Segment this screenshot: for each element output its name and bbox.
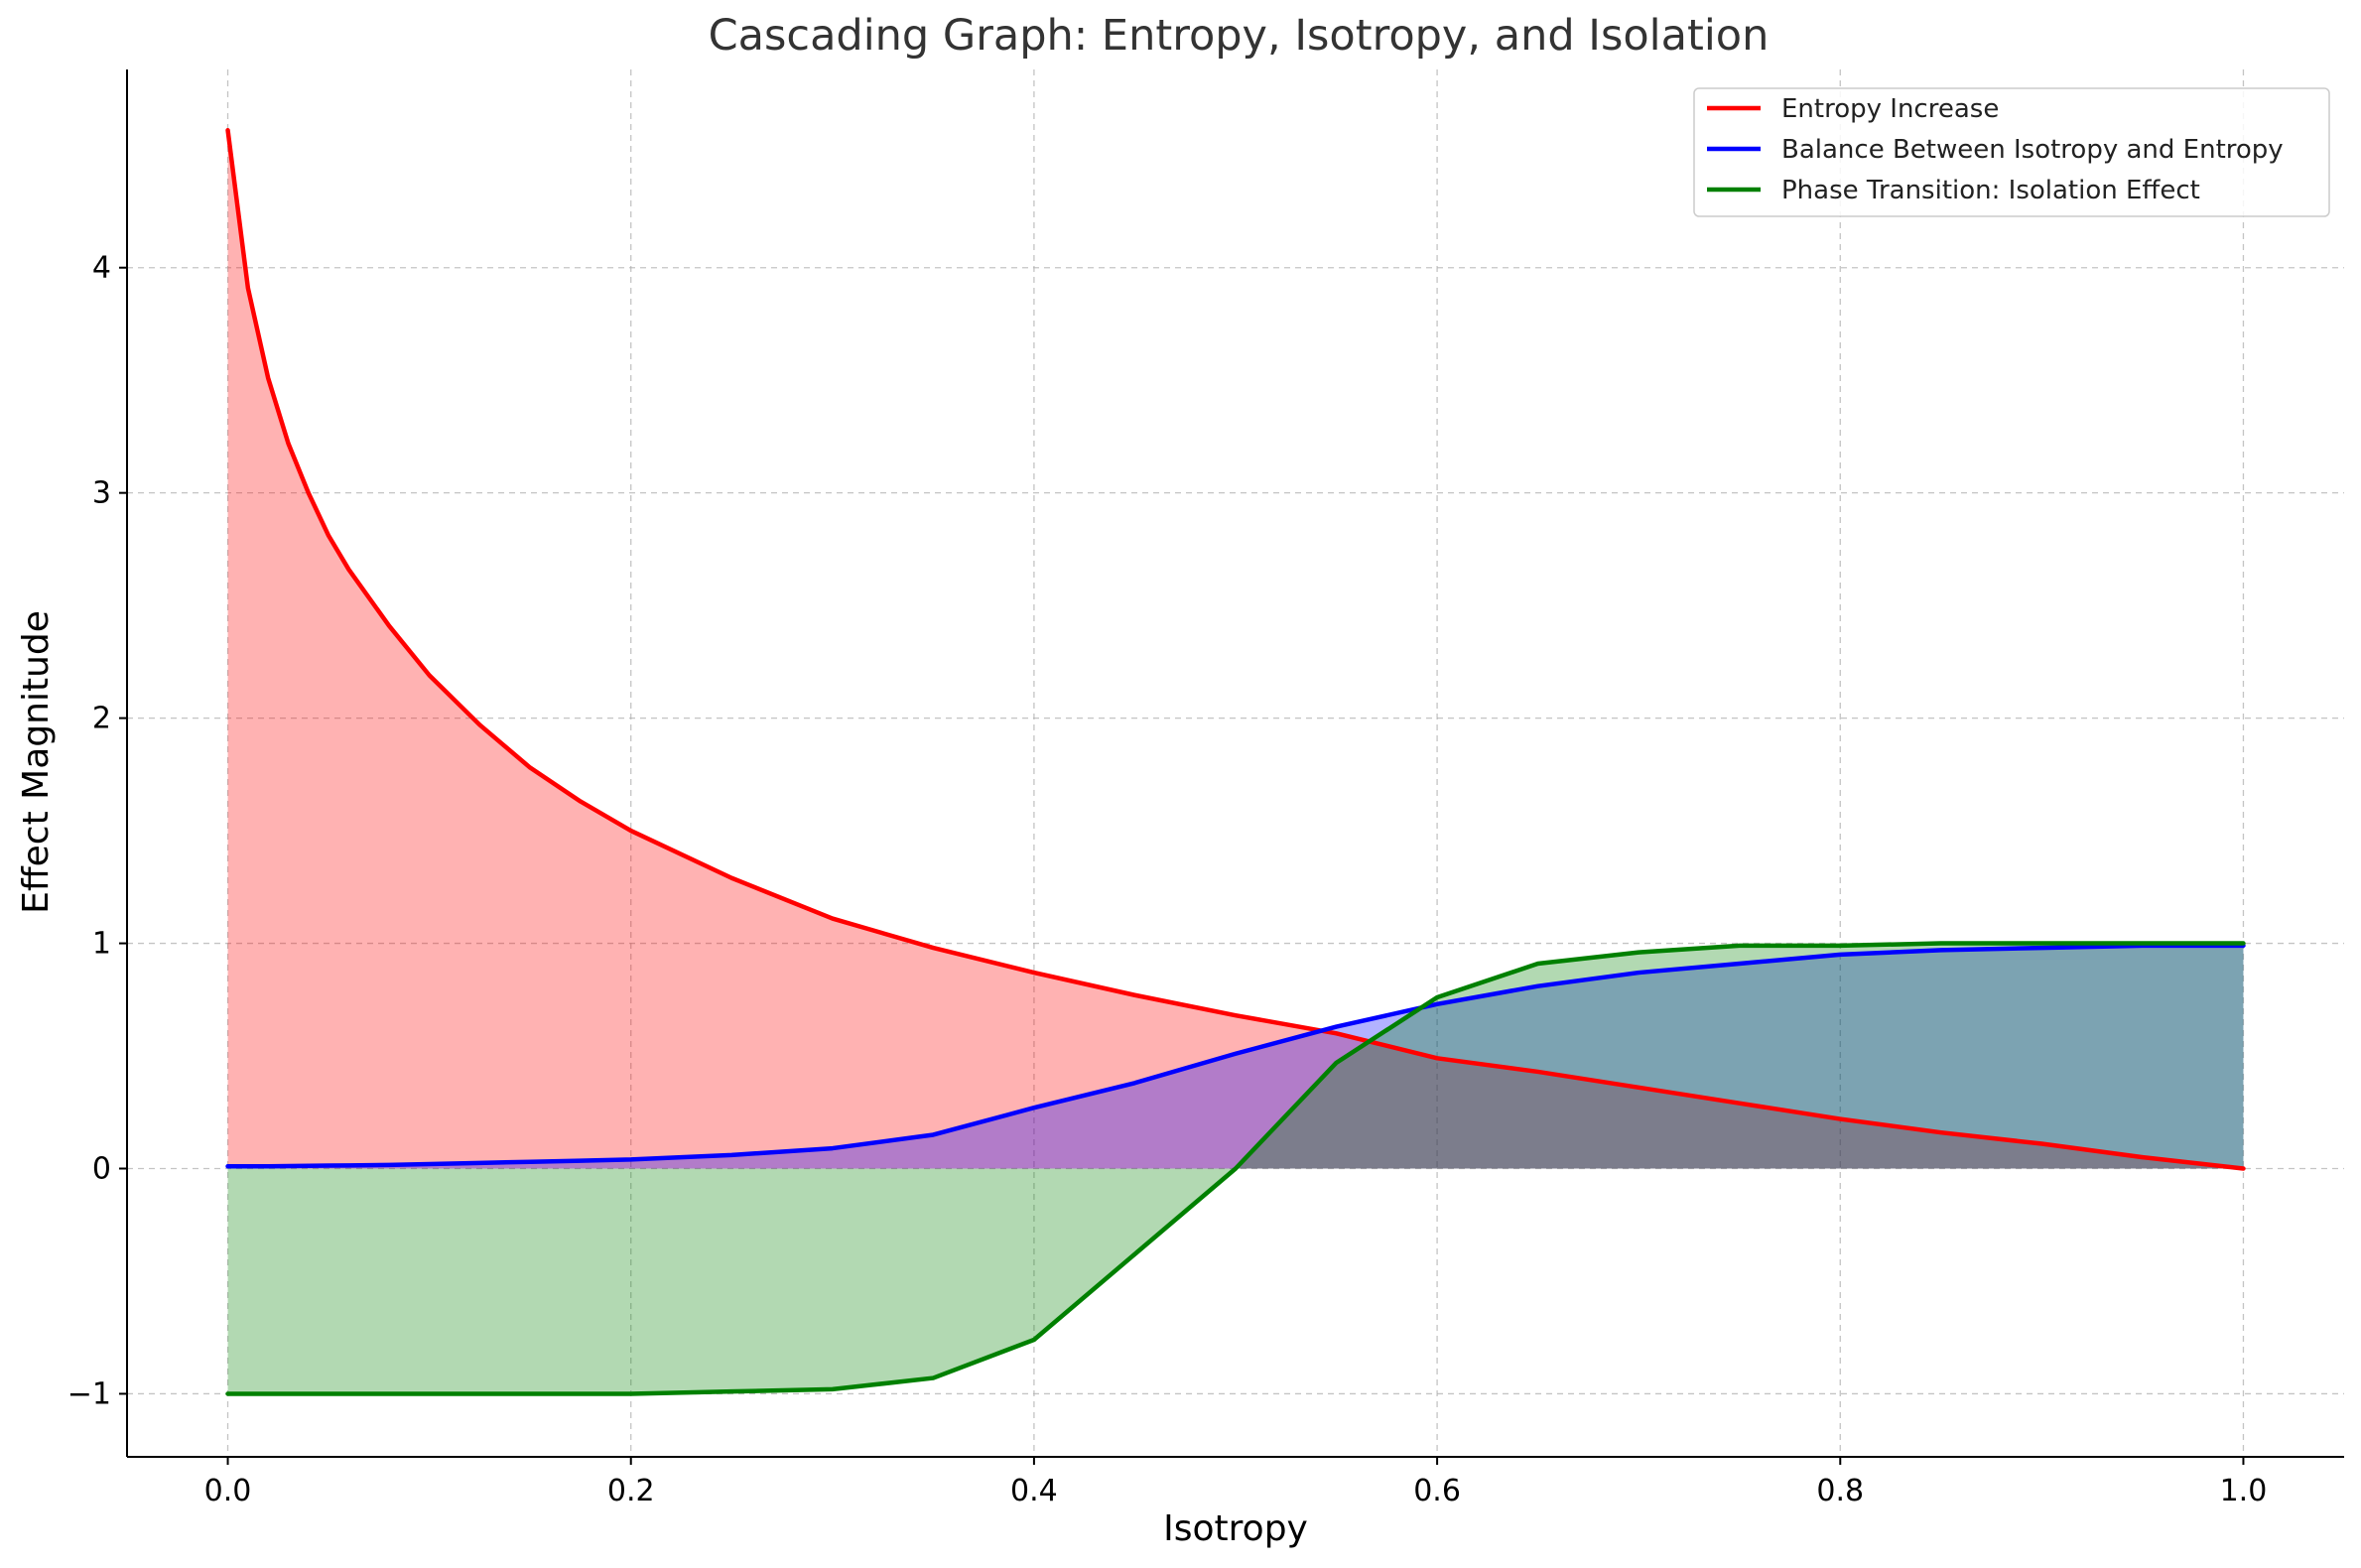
series-line-0 [225,128,2246,1171]
legend: Entropy Increase Balance Between Isotropy… [1693,87,2330,217]
fill-layer [227,130,2244,1394]
x-axis-title: Isotropy [1163,1508,1308,1549]
y-tick-label: 3 [92,476,111,511]
y-tick-label: 2 [92,702,111,736]
legend-label-2: Phase Transition: Isolation Effect [1781,176,2200,205]
x-tick-label: 0.6 [1413,1474,1461,1508]
grid-layer [127,69,2344,1457]
axes-layer [126,69,2344,1458]
series-fill-2 [227,943,2244,1394]
y-axis-title: Effect Magnitude [16,610,57,914]
y-tick-label: −1 [67,1376,111,1411]
y-tick-label: 1 [92,927,111,962]
x-tick-label: 0.8 [1816,1474,1864,1508]
series-line-1 [225,943,2246,1169]
tick-layer: 0.0 0.2 0.4 0.6 0.8 1.0 −1 0 1 2 3 4 [67,251,2268,1508]
x-tick-label: 0.0 [204,1474,252,1508]
legend-label-1: Balance Between Isotropy and Entropy [1781,135,2284,165]
legend-box [1693,87,2330,217]
legend-items: Entropy Increase Balance Between Isotropy… [1707,94,2284,205]
series-fill-0 [227,130,2244,1169]
series-fill-1 [227,945,2244,1169]
x-tick-label: 1.0 [2220,1474,2268,1508]
legend-label-0: Entropy Increase [1781,94,1999,124]
y-tick-label: 4 [92,251,111,286]
y-tick-label: 0 [92,1152,111,1187]
x-tick-label: 0.4 [1010,1474,1058,1508]
chart-title: Cascading Graph: Entropy, Isotropy, and … [709,11,1770,61]
series-line-2 [225,941,2246,1396]
x-tick-label: 0.2 [607,1474,655,1508]
line-layer [225,128,2246,1396]
